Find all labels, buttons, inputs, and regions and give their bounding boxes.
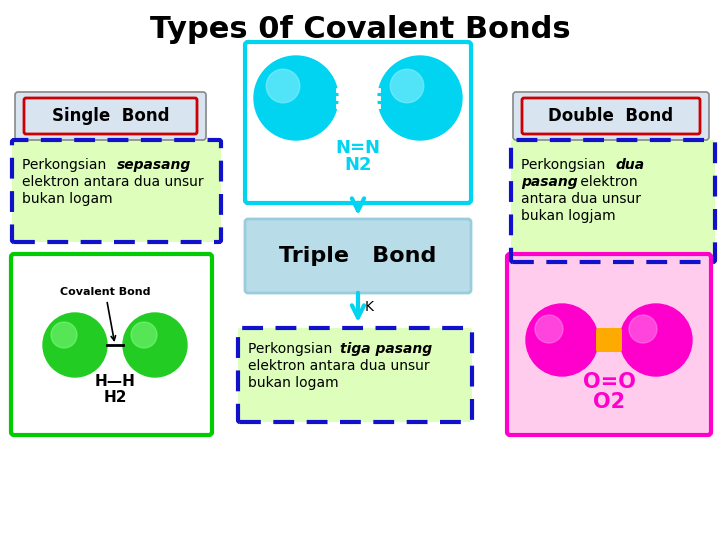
Text: Perkongsian: Perkongsian	[521, 158, 610, 172]
Text: dua: dua	[615, 158, 644, 172]
FancyBboxPatch shape	[522, 98, 700, 134]
Circle shape	[620, 304, 692, 376]
Text: Perkongsian: Perkongsian	[248, 342, 337, 356]
Text: antara dua unsur: antara dua unsur	[521, 192, 641, 206]
Text: H2: H2	[103, 390, 127, 406]
FancyBboxPatch shape	[511, 140, 715, 262]
FancyBboxPatch shape	[12, 140, 221, 242]
FancyBboxPatch shape	[238, 328, 472, 422]
Text: Perkongsian: Perkongsian	[22, 158, 111, 172]
FancyBboxPatch shape	[245, 42, 471, 203]
Text: N=N: N=N	[336, 139, 380, 157]
Text: elektron: elektron	[576, 175, 638, 189]
FancyBboxPatch shape	[11, 254, 212, 435]
Circle shape	[390, 69, 424, 103]
Text: sepasang: sepasang	[117, 158, 192, 172]
FancyBboxPatch shape	[513, 92, 709, 140]
Text: elektron antara dua unsur: elektron antara dua unsur	[248, 359, 430, 373]
Circle shape	[526, 304, 598, 376]
Text: N2: N2	[344, 156, 372, 174]
Circle shape	[629, 315, 657, 343]
Circle shape	[123, 313, 187, 377]
Circle shape	[51, 322, 77, 348]
Text: Types 0f Covalent Bonds: Types 0f Covalent Bonds	[150, 16, 570, 44]
Text: K: K	[365, 300, 374, 314]
FancyBboxPatch shape	[15, 92, 206, 140]
FancyBboxPatch shape	[596, 328, 622, 352]
Circle shape	[266, 69, 300, 103]
Text: Triple   Bond: Triple Bond	[279, 246, 437, 266]
Text: O=O: O=O	[582, 372, 636, 392]
Circle shape	[378, 56, 462, 140]
FancyBboxPatch shape	[507, 254, 711, 435]
FancyBboxPatch shape	[17, 94, 31, 115]
Text: bukan logam: bukan logam	[248, 376, 338, 390]
Circle shape	[535, 315, 563, 343]
Circle shape	[254, 56, 338, 140]
Text: bukan logam: bukan logam	[22, 192, 112, 206]
Text: O2: O2	[593, 392, 625, 412]
FancyBboxPatch shape	[245, 219, 471, 293]
FancyBboxPatch shape	[190, 94, 204, 115]
FancyBboxPatch shape	[515, 94, 529, 115]
Text: bukan logjam: bukan logjam	[521, 209, 616, 223]
Text: Covalent Bond: Covalent Bond	[60, 287, 150, 340]
Text: Single  Bond: Single Bond	[52, 107, 169, 125]
Text: pasang: pasang	[521, 175, 577, 189]
Text: elektron antara dua unsur: elektron antara dua unsur	[22, 175, 204, 189]
Text: tiga pasang: tiga pasang	[340, 342, 432, 356]
Circle shape	[131, 322, 157, 348]
FancyBboxPatch shape	[24, 98, 197, 134]
Circle shape	[43, 313, 107, 377]
Text: H—H: H—H	[94, 375, 135, 389]
Text: Double  Bond: Double Bond	[549, 107, 674, 125]
FancyBboxPatch shape	[693, 94, 707, 115]
